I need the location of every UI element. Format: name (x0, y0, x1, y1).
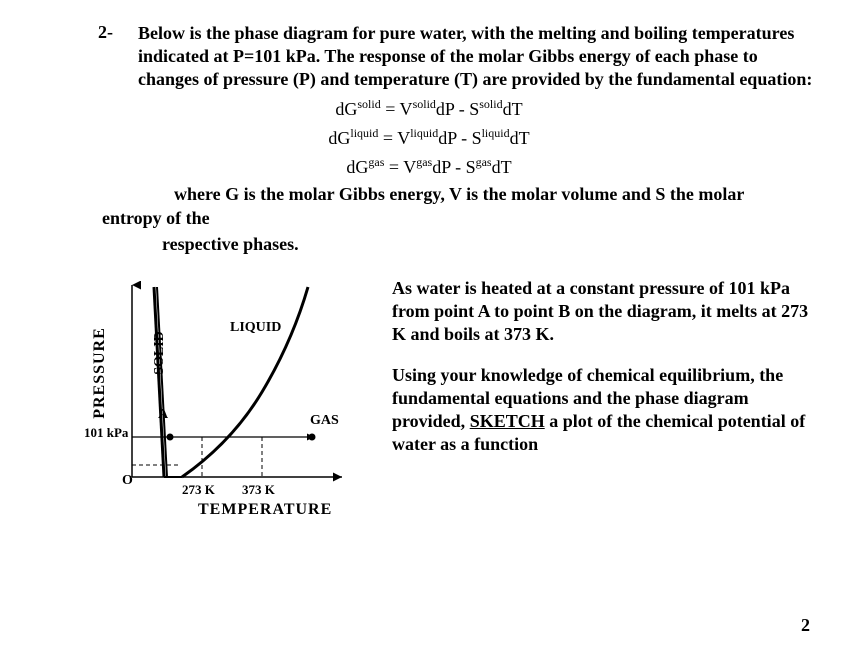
eq-sup: liquid (350, 126, 378, 140)
equations-block: dGsolid = VsoliddP - SsoliddT dGliquid =… (42, 95, 816, 181)
x-tick-273k: 273 K (182, 482, 215, 498)
question-number: 2- (98, 22, 113, 43)
region-label-liquid: LIQUID (230, 320, 281, 336)
eq-sup: gas (476, 155, 492, 169)
eq-sup: solid (479, 97, 502, 111)
lower-section: PRESSURE (42, 273, 816, 553)
phase-diagram-svg (126, 281, 356, 485)
eq-sup: gas (416, 155, 432, 169)
where-clause: where G is the molar Gibbs energy, V is … (102, 183, 802, 229)
liquid-gas-curve (182, 287, 308, 477)
equation-liquid: dGliquid = VliquiddP - SliquiddT (42, 124, 816, 153)
eq-sup: gas (368, 155, 384, 169)
point-a-marker (167, 433, 174, 440)
right-text-block: As water is heated at a constant pressur… (392, 277, 822, 474)
intro-paragraph: Below is the phase diagram for pure wate… (138, 22, 816, 91)
phase-diagram-chart: PRESSURE (78, 273, 378, 533)
y-axis-label: PRESSURE (91, 327, 109, 419)
region-label-solid: SOLID (152, 331, 168, 375)
equation-solid: dGsolid = VsoliddP - SsoliddT (42, 95, 816, 124)
sketch-word: SKETCH (470, 411, 545, 431)
where-block: where G is the molar Gibbs energy, V is … (102, 183, 816, 229)
right-paragraph-1: As water is heated at a constant pressur… (392, 277, 822, 346)
origin-label: O (122, 473, 133, 489)
right-paragraph-2: Using your knowledge of chemical equilib… (392, 364, 822, 456)
page-number: 2 (801, 615, 810, 636)
eq-sup: liquid (410, 126, 438, 140)
point-b-marker (309, 433, 316, 440)
eq-sup: solid (357, 97, 380, 111)
page: 2- Below is the phase diagram for pure w… (0, 0, 858, 654)
region-label-gas: GAS (310, 413, 339, 429)
eq-sup: solid (413, 97, 436, 111)
intro-block: Below is the phase diagram for pure wate… (138, 22, 816, 91)
respective-phases: respective phases. (162, 234, 816, 255)
point-a-label: A (158, 407, 168, 423)
x-axis-label: TEMPERATURE (198, 501, 332, 519)
eq-sup: liquid (482, 126, 510, 140)
x-tick-373k: 373 K (242, 482, 275, 498)
equation-gas: dGgas = VgasdP - SgasdT (42, 153, 816, 182)
y-tick-101kpa: 101 kPa (84, 425, 128, 441)
